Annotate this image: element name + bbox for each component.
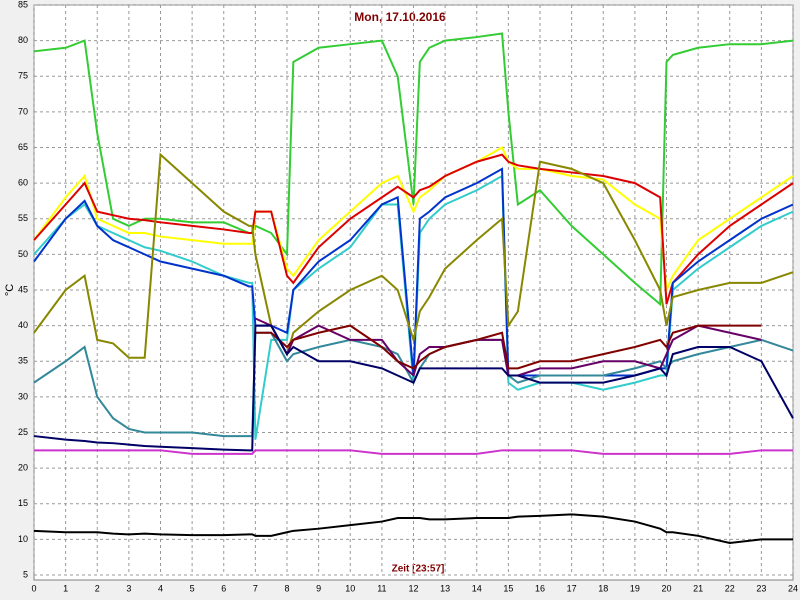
x-tick-label: 7 [253, 583, 258, 593]
y-tick-label: 80 [18, 35, 28, 45]
y-tick-label: 60 [18, 178, 28, 188]
y-tick-label: 20 [18, 463, 28, 473]
x-tick-label: 12 [408, 583, 418, 593]
series-line [33, 513, 793, 544]
x-tick-label: 19 [630, 583, 640, 593]
x-tick-label: 18 [598, 583, 608, 593]
y-tick-label: 10 [18, 534, 28, 544]
y-tick-label: 75 [18, 71, 28, 81]
y-tick-label: 55 [18, 213, 28, 223]
y-tick-label: 15 [18, 498, 28, 508]
y-axis-label: °C [4, 284, 16, 296]
y-tick-label: 5 [23, 569, 28, 579]
y-tick-label: 85 [18, 0, 28, 9]
y-tick-label: 40 [18, 320, 28, 330]
series-line [33, 146, 794, 294]
chart-title: Mon, 17.10.2016 [354, 10, 446, 24]
y-tick-label: 50 [18, 249, 28, 259]
x-tick-label: 22 [725, 583, 735, 593]
series-line [33, 331, 794, 438]
x-tick-label: 11 [377, 583, 386, 593]
series-line [255, 324, 762, 370]
y-tick-label: 35 [18, 356, 28, 366]
x-tick-label: 4 [158, 583, 163, 593]
x-tick-label: 14 [472, 583, 482, 593]
x-tick-label: 13 [440, 583, 450, 593]
x-tick-label: 8 [284, 583, 289, 593]
x-tick-label: 9 [316, 583, 321, 593]
x-tick-label: 15 [503, 583, 513, 593]
series-line [33, 153, 794, 305]
y-tick-label: 45 [18, 284, 28, 294]
y-tick-label: 30 [18, 391, 28, 401]
x-tick-label: 10 [345, 583, 355, 593]
series-line [254, 317, 762, 378]
series-line [33, 324, 794, 452]
series-line [33, 32, 794, 307]
y-tick-label: 70 [18, 106, 28, 116]
y-tick-label: 65 [18, 142, 28, 152]
x-tick-label: 21 [693, 583, 703, 593]
x-tick-label: 2 [95, 583, 100, 593]
x-tick-label: 24 [788, 583, 798, 593]
x-tick-label: 20 [661, 583, 671, 593]
x-tick-label: 0 [31, 583, 36, 593]
x-tick-label: 23 [756, 583, 766, 593]
x-tick-label: 16 [535, 583, 545, 593]
x-tick-label: 6 [221, 583, 226, 593]
x-tick-label: 17 [567, 583, 577, 593]
x-tick-label: 5 [190, 583, 195, 593]
series-line [33, 152, 794, 359]
y-tick-label: 25 [18, 427, 28, 437]
x-tick-label: 1 [63, 583, 68, 593]
x-tick-label: 3 [126, 583, 131, 593]
series-line [34, 449, 793, 455]
x-axis-label: Zeit [23:57] [392, 564, 445, 575]
